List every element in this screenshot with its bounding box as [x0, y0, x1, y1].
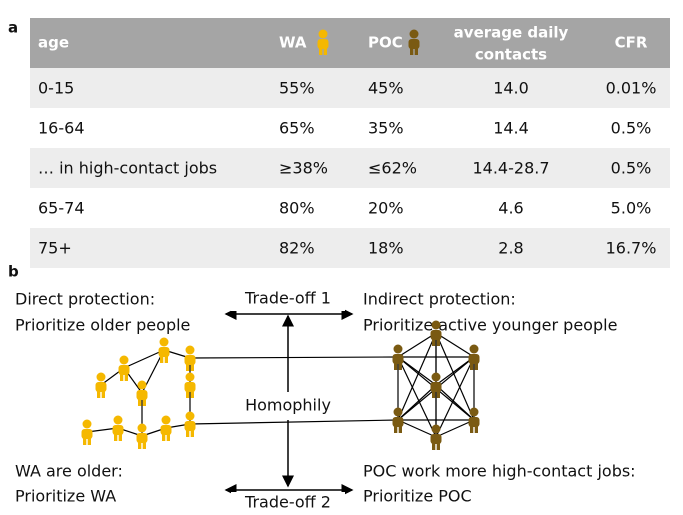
table-cell: 0.5%: [611, 159, 652, 178]
table-cell: ≤62%: [368, 159, 417, 178]
table-cell: 14.4-28.7: [472, 159, 549, 178]
table-cell: 16-64: [38, 119, 85, 138]
table-cell: 80%: [279, 199, 315, 218]
panel-label: a: [8, 19, 18, 37]
table-cell: 0-15: [38, 79, 74, 98]
tradeoff-label: Trade-off 1: [244, 289, 331, 308]
row-bg: [30, 68, 670, 108]
header-cell: age: [38, 34, 69, 52]
header-cell: contacts: [475, 46, 547, 64]
diagram-text: POC work more high-contact jobs:: [363, 462, 636, 481]
table-cell: 14.0: [493, 79, 529, 98]
table-cell: ≥38%: [279, 159, 328, 178]
table-cell: 14.4: [493, 119, 529, 138]
header-cell: WA: [279, 34, 307, 52]
row-bg: [30, 148, 670, 188]
table-cell: 18%: [368, 239, 404, 258]
edge: [189, 419, 399, 425]
header-row: [30, 18, 670, 68]
tradeoff-label: Trade-off 2: [244, 493, 331, 512]
diagram-text: Prioritize active younger people: [363, 316, 617, 335]
table-cell: 75+: [38, 239, 72, 258]
label-box: [236, 394, 340, 418]
diagram-text: Direct protection:: [15, 290, 155, 309]
wa-network: [81, 337, 196, 449]
table-cell: 5.0%: [611, 199, 652, 218]
edge: [189, 356, 399, 359]
table-cell: … in high-contact jobs: [38, 159, 217, 178]
diagram-text: Prioritize POC: [363, 487, 472, 506]
table-cell: 20%: [368, 199, 404, 218]
header-cell: CFR: [615, 34, 648, 52]
diagram: Direct protection: Prioritize older peop…: [15, 287, 636, 514]
table-cell: 65-74: [38, 199, 85, 218]
poc-network: [392, 320, 480, 450]
table-cell: 65%: [279, 119, 315, 138]
table-cell: 35%: [368, 119, 404, 138]
header-cell: average daily: [454, 24, 569, 42]
table-cell: 55%: [279, 79, 315, 98]
table-cell: 82%: [279, 239, 315, 258]
panel-label: b: [8, 263, 19, 281]
table-cell: 0.5%: [611, 119, 652, 138]
table-cell: 2.8: [498, 239, 523, 258]
table: age WA POC average daily contacts CFR 0-…: [30, 18, 670, 268]
diagram-text: Indirect protection:: [363, 290, 516, 309]
header-cell: POC: [368, 34, 403, 52]
row-bg: [30, 228, 670, 268]
table-cell: 45%: [368, 79, 404, 98]
diagram-text: Prioritize WA: [15, 487, 116, 506]
label-box: [231, 287, 345, 311]
homophily-label: Homophily: [245, 396, 331, 415]
label-box: [231, 492, 345, 514]
table-cell: 0.01%: [606, 79, 657, 98]
diagram-text: Prioritize older people: [15, 316, 190, 335]
table-cell: 4.6: [498, 199, 523, 218]
table-cell: 16.7%: [606, 239, 657, 258]
diagram-text: WA are older:: [15, 462, 123, 481]
